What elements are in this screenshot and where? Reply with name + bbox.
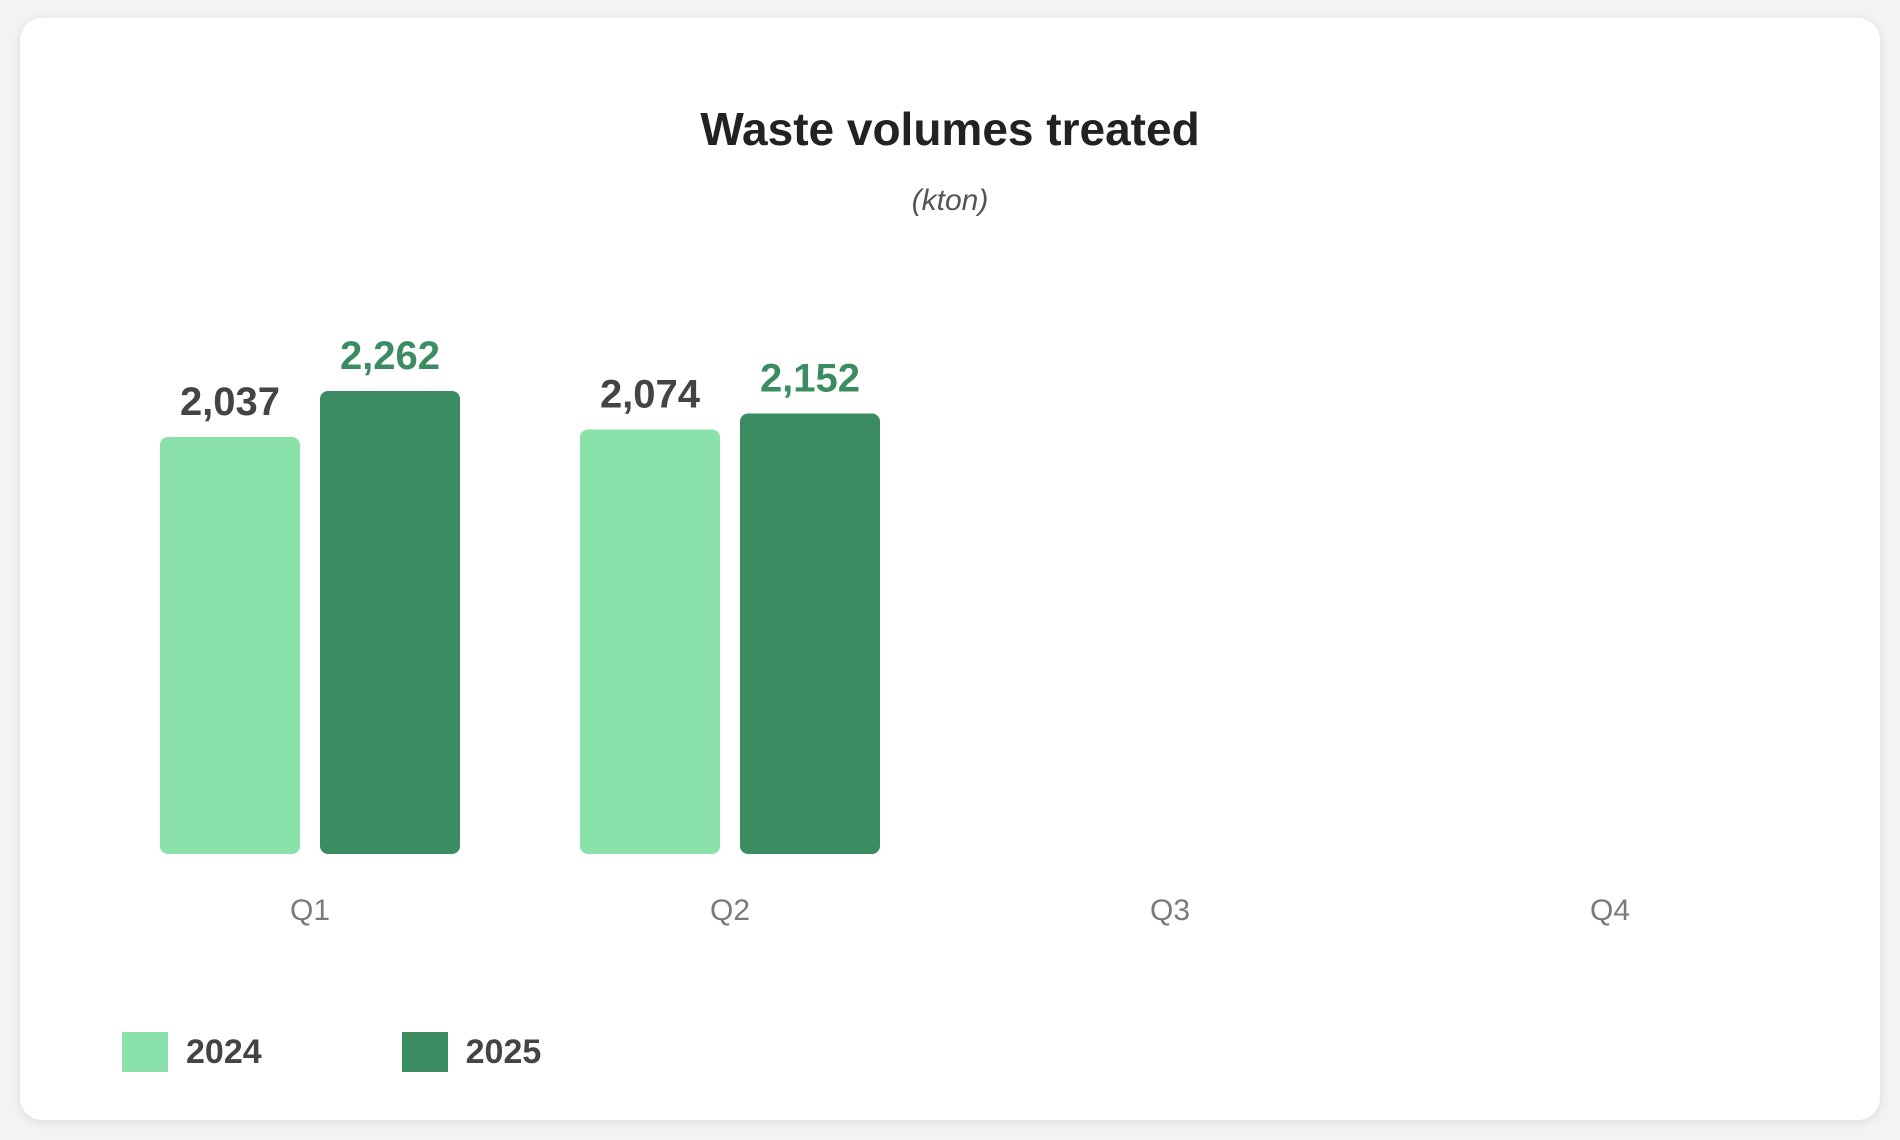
chart-subtitle: (kton) [911, 184, 989, 217]
x-tick-label-Q2: Q2 [710, 894, 750, 927]
bar-chart: 2,037 2,262 Q1 2,074 2,152 Q2 Q3 Q4 [160, 334, 1630, 927]
data-label-2024-Q1: 2,037 [180, 380, 280, 424]
x-tick-label-Q1: Q1 [290, 894, 330, 927]
legend-swatch-2025 [401, 1032, 448, 1072]
x-tick-label-Q4: Q4 [1590, 894, 1630, 927]
legend: 2024 2025 [122, 1032, 681, 1072]
legend-swatch-2024 [122, 1032, 168, 1072]
bar-2024-Q2 [580, 429, 720, 854]
legend-item-2024: 2024 [122, 1032, 262, 1072]
bar-2025-Q2 [740, 413, 880, 854]
bar-2025-Q1 [320, 390, 460, 854]
chart-card: Waste volumes treated (kton) 2,037 2,262 Q… [20, 18, 1880, 1120]
bar-2024-Q1 [160, 437, 300, 854]
data-label-2024-Q2: 2,074 [600, 372, 701, 416]
legend-item-2025: 2025 [401, 1032, 542, 1072]
x-tick-label-Q3: Q3 [1150, 894, 1190, 927]
legend-label-2024: 2024 [186, 1032, 262, 1071]
legend-label-2025: 2025 [465, 1032, 542, 1071]
data-label-2025-Q2: 2,152 [760, 356, 860, 400]
chart-title: Waste volumes treated [700, 103, 1200, 155]
data-label-2025-Q1: 2,262 [340, 334, 440, 378]
